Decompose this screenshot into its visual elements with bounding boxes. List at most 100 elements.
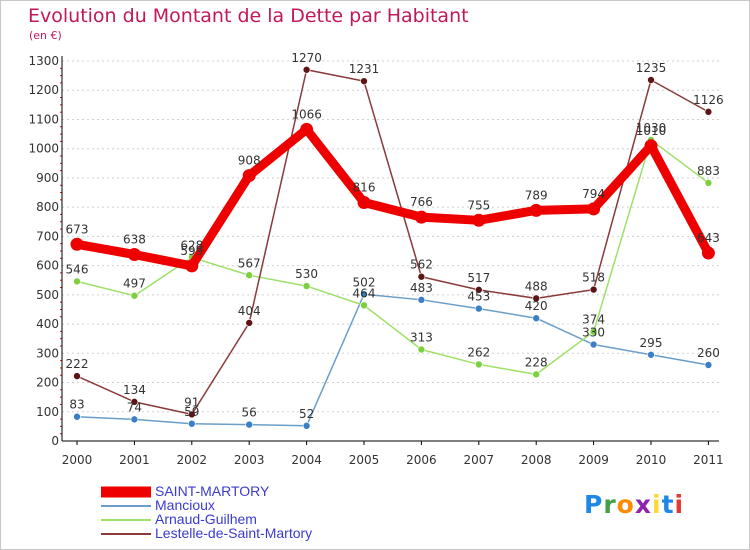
legend-swatch-lestelle [101,533,151,535]
y-tick-label: 700 [36,229,59,243]
data-point [242,169,256,183]
x-tick-label: 2009 [578,453,609,467]
data-point [414,210,428,224]
data-point [647,350,655,359]
x-tick-label: 2008 [521,453,552,467]
data-label: 488 [525,279,548,293]
data-point [188,419,196,428]
data-label: 295 [640,336,663,350]
data-label: 330 [582,326,605,340]
data-label: 52 [299,407,314,421]
data-point [127,248,141,262]
data-point [73,372,81,380]
data-label: 1066 [291,107,322,121]
data-label: 502 [353,275,376,289]
data-label: 222 [66,357,89,371]
data-point [532,370,541,379]
data-label: 453 [467,290,490,304]
y-tick-label: 300 [36,346,59,360]
data-point [130,415,139,424]
data-label: 638 [123,233,146,247]
data-label: 83 [69,398,84,412]
data-point [589,327,598,336]
logo-letter: P [584,490,604,519]
data-point [70,237,84,251]
data-point [644,139,658,153]
data-label: 789 [525,188,548,202]
logo-letter: i [652,490,662,519]
y-tick-label: 400 [36,317,59,331]
y-tick-label: 800 [36,200,59,214]
logo-letter: r [603,490,617,519]
data-label: 374 [582,313,605,327]
series [70,65,715,430]
x-tick-label: 2003 [234,453,265,467]
data-point [474,304,483,313]
data-label: 643 [697,231,720,245]
legend-swatch-mancioux [101,505,151,507]
data-point [474,360,483,369]
data-point [73,412,81,421]
logo-letter: x [634,490,652,519]
y-tick-label: 1300 [28,54,59,68]
data-point [589,340,598,349]
data-label: 74 [127,400,142,414]
data-point [704,179,713,187]
data-point [589,285,598,294]
data-point [587,202,601,216]
data-labels: 83 74 59 56 52 502 483 453 420 330 295 260 546 497 628… [66,51,724,421]
data-point [130,398,139,406]
data-label: 562 [410,258,433,272]
data-label: 404 [238,304,261,318]
data-point [302,65,311,74]
data-point [417,296,426,304]
logo-letter: o [616,490,635,519]
data-label: 313 [410,331,433,345]
data-point [185,259,199,273]
data-point [417,272,426,281]
data-label: 91 [184,395,199,409]
series-line [76,139,710,376]
data-point [529,203,543,217]
data-label: 755 [467,198,490,212]
data-point [245,271,253,280]
data-label: 464 [353,286,376,300]
data-point [417,345,426,354]
data-label: 518 [582,271,605,285]
data-point [300,122,314,136]
legend-label: SAINT-MARTORY [155,483,270,499]
x-tick-label: 2006 [406,453,437,467]
chart-unit: (en €) [29,29,62,42]
data-label: 262 [467,345,490,359]
series-line [76,69,710,416]
data-label: 530 [295,267,318,281]
data-point [302,282,311,290]
legend-label: Arnaud-Guilhem [155,511,257,527]
data-label: 420 [525,299,548,313]
data-label: 1231 [349,62,380,76]
data-label: 1126 [693,93,724,107]
x-tick-label: 2002 [177,453,208,467]
x-tick-label: 2005 [349,453,380,467]
logo-letter: t [661,490,675,519]
data-label: 483 [410,281,433,295]
data-label: 260 [697,346,720,360]
grid [62,60,719,413]
data-point [532,314,541,323]
data-label: 59 [184,405,199,419]
data-point [360,301,368,310]
data-point [360,77,368,85]
data-label: 1235 [636,61,667,75]
data-point [130,291,139,300]
y-tick-label: 900 [36,171,59,185]
legend-swatch-arnaud-guilhem [101,519,151,521]
x-tick-label: 2001 [119,453,150,467]
data-point [701,246,715,260]
data-label: 599 [180,244,203,258]
data-point [302,421,311,430]
data-label: 546 [66,262,89,276]
data-label: 1010 [636,124,667,138]
data-point [704,361,713,369]
